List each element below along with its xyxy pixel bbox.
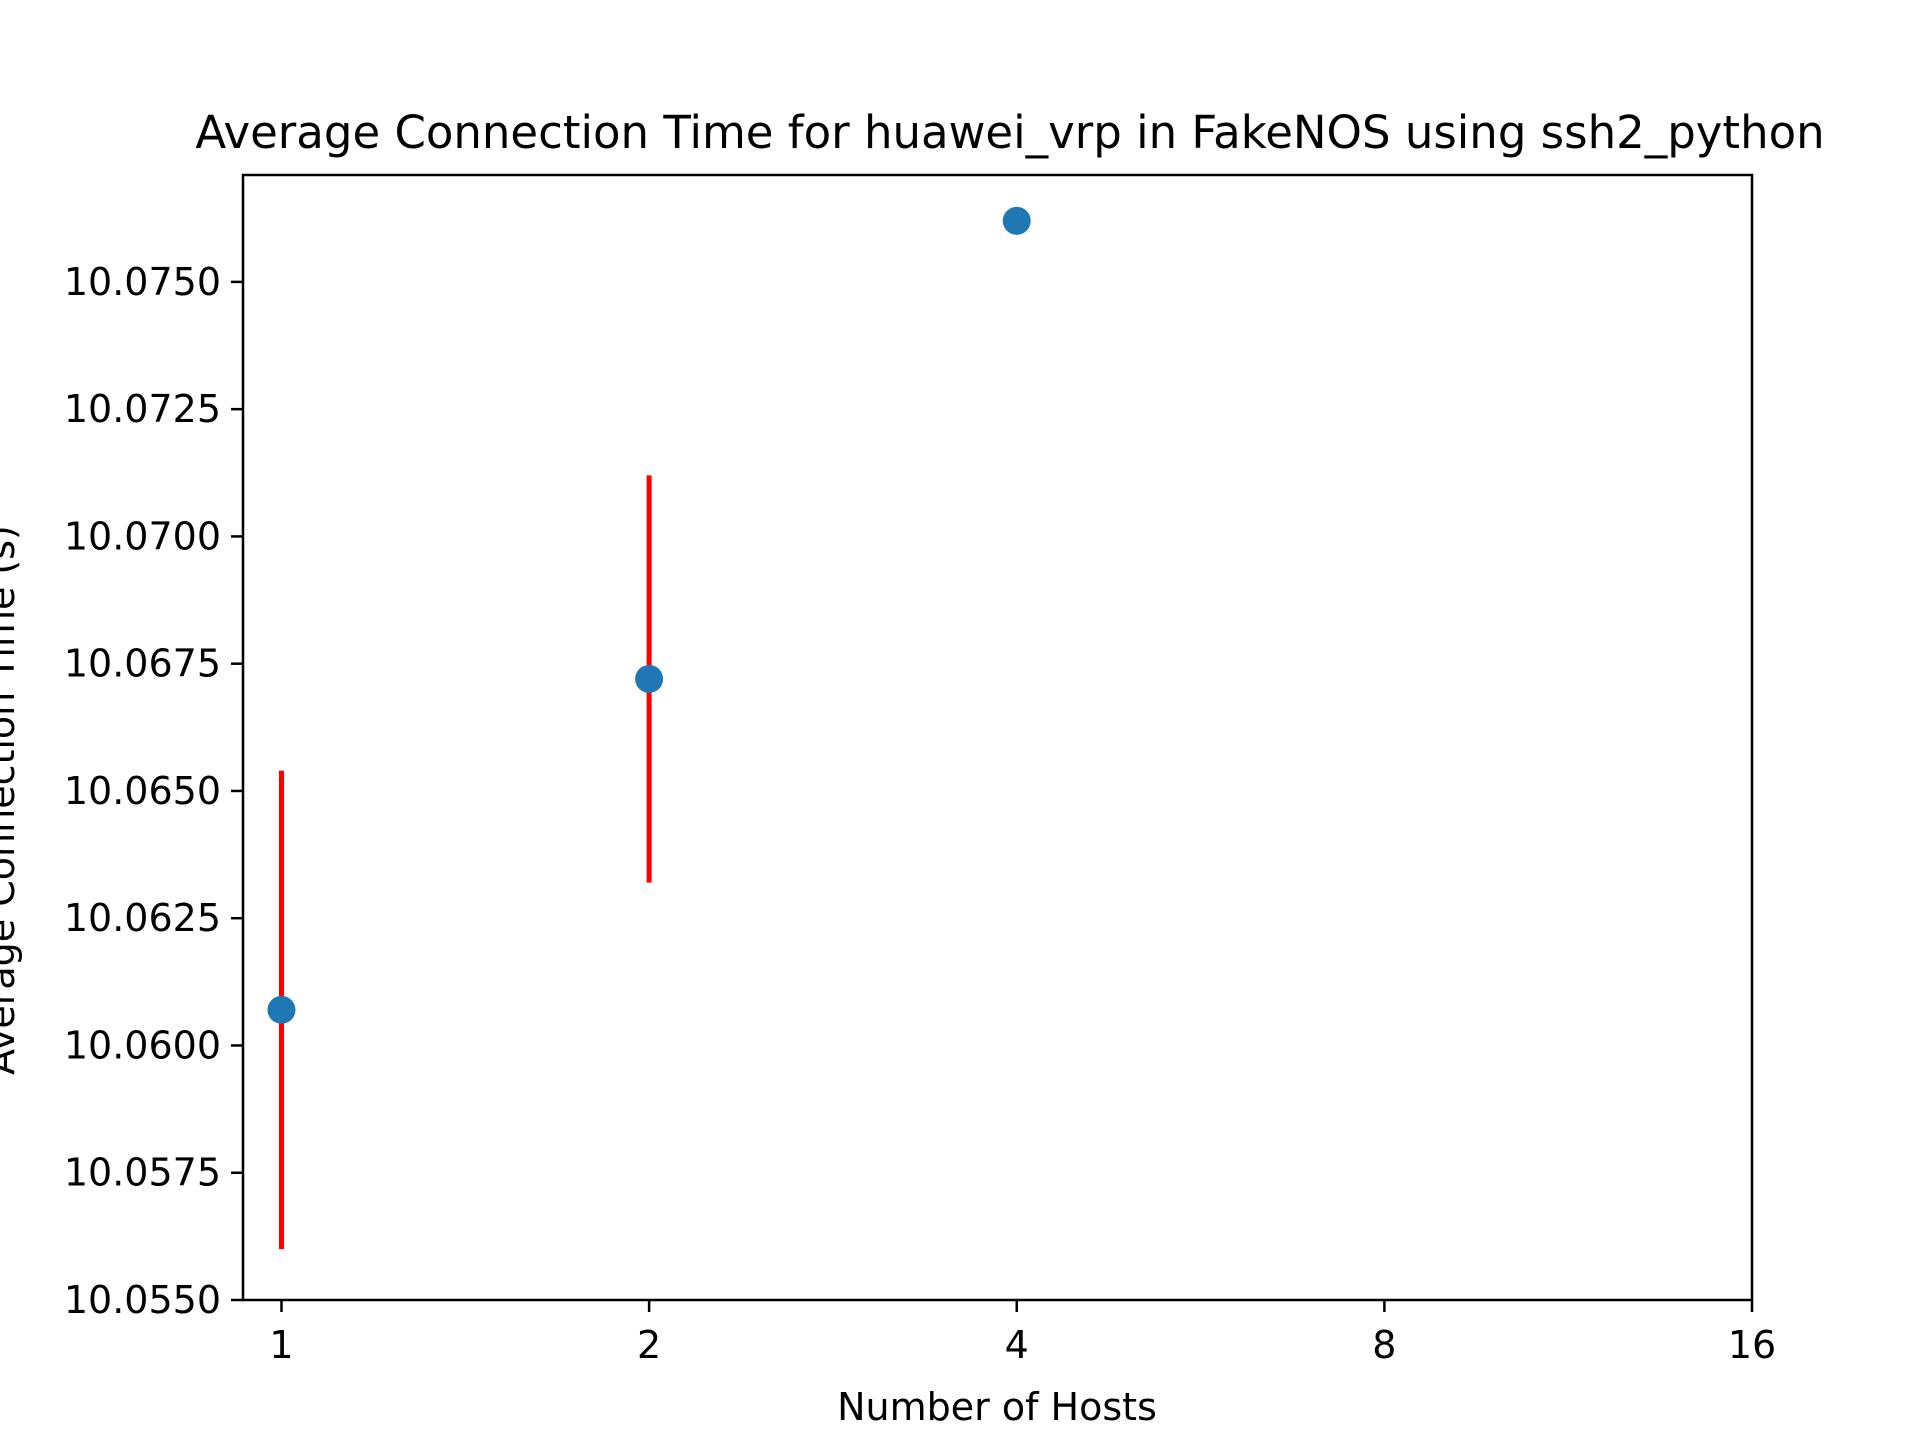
y-tick-label: 10.0675 — [64, 642, 221, 686]
x-tick-label: 2 — [637, 1323, 661, 1367]
x-axis: 1 2 4 8 16 — [269, 1300, 1776, 1367]
plot-frame — [241, 173, 1754, 1302]
x-tick-label: 16 — [1728, 1323, 1776, 1367]
y-tick-label: 10.0725 — [64, 387, 221, 431]
y-axis: 10.0550 10.0575 10.0600 10.0625 10.0650 10.06… — [64, 260, 243, 1322]
y-tick-label: 10.0575 — [64, 1151, 221, 1195]
data-point — [1002, 206, 1031, 235]
x-tick-label: 1 — [269, 1323, 293, 1367]
x-axis-label: Number of Hosts — [837, 1385, 1157, 1429]
x-tick-label: 4 — [1005, 1323, 1029, 1367]
y-tick-label: 10.0650 — [64, 769, 221, 813]
y-tick-label: 10.0625 — [64, 896, 221, 940]
y-tick-label: 10.0600 — [64, 1023, 221, 1067]
y-axis-label: Average Connection Time (s) — [0, 525, 23, 1075]
data-point — [635, 664, 664, 693]
x-tick-label: 8 — [1372, 1323, 1396, 1367]
error-bars — [278, 475, 652, 1250]
y-tick-label: 10.0550 — [64, 1278, 221, 1322]
chart-title: Average Connection Time for huawei_vrp i… — [195, 106, 1824, 159]
y-tick-label: 10.0750 — [64, 260, 221, 304]
data-point — [267, 995, 296, 1024]
data-points — [267, 206, 1031, 1024]
y-tick-label: 10.0700 — [64, 514, 221, 558]
